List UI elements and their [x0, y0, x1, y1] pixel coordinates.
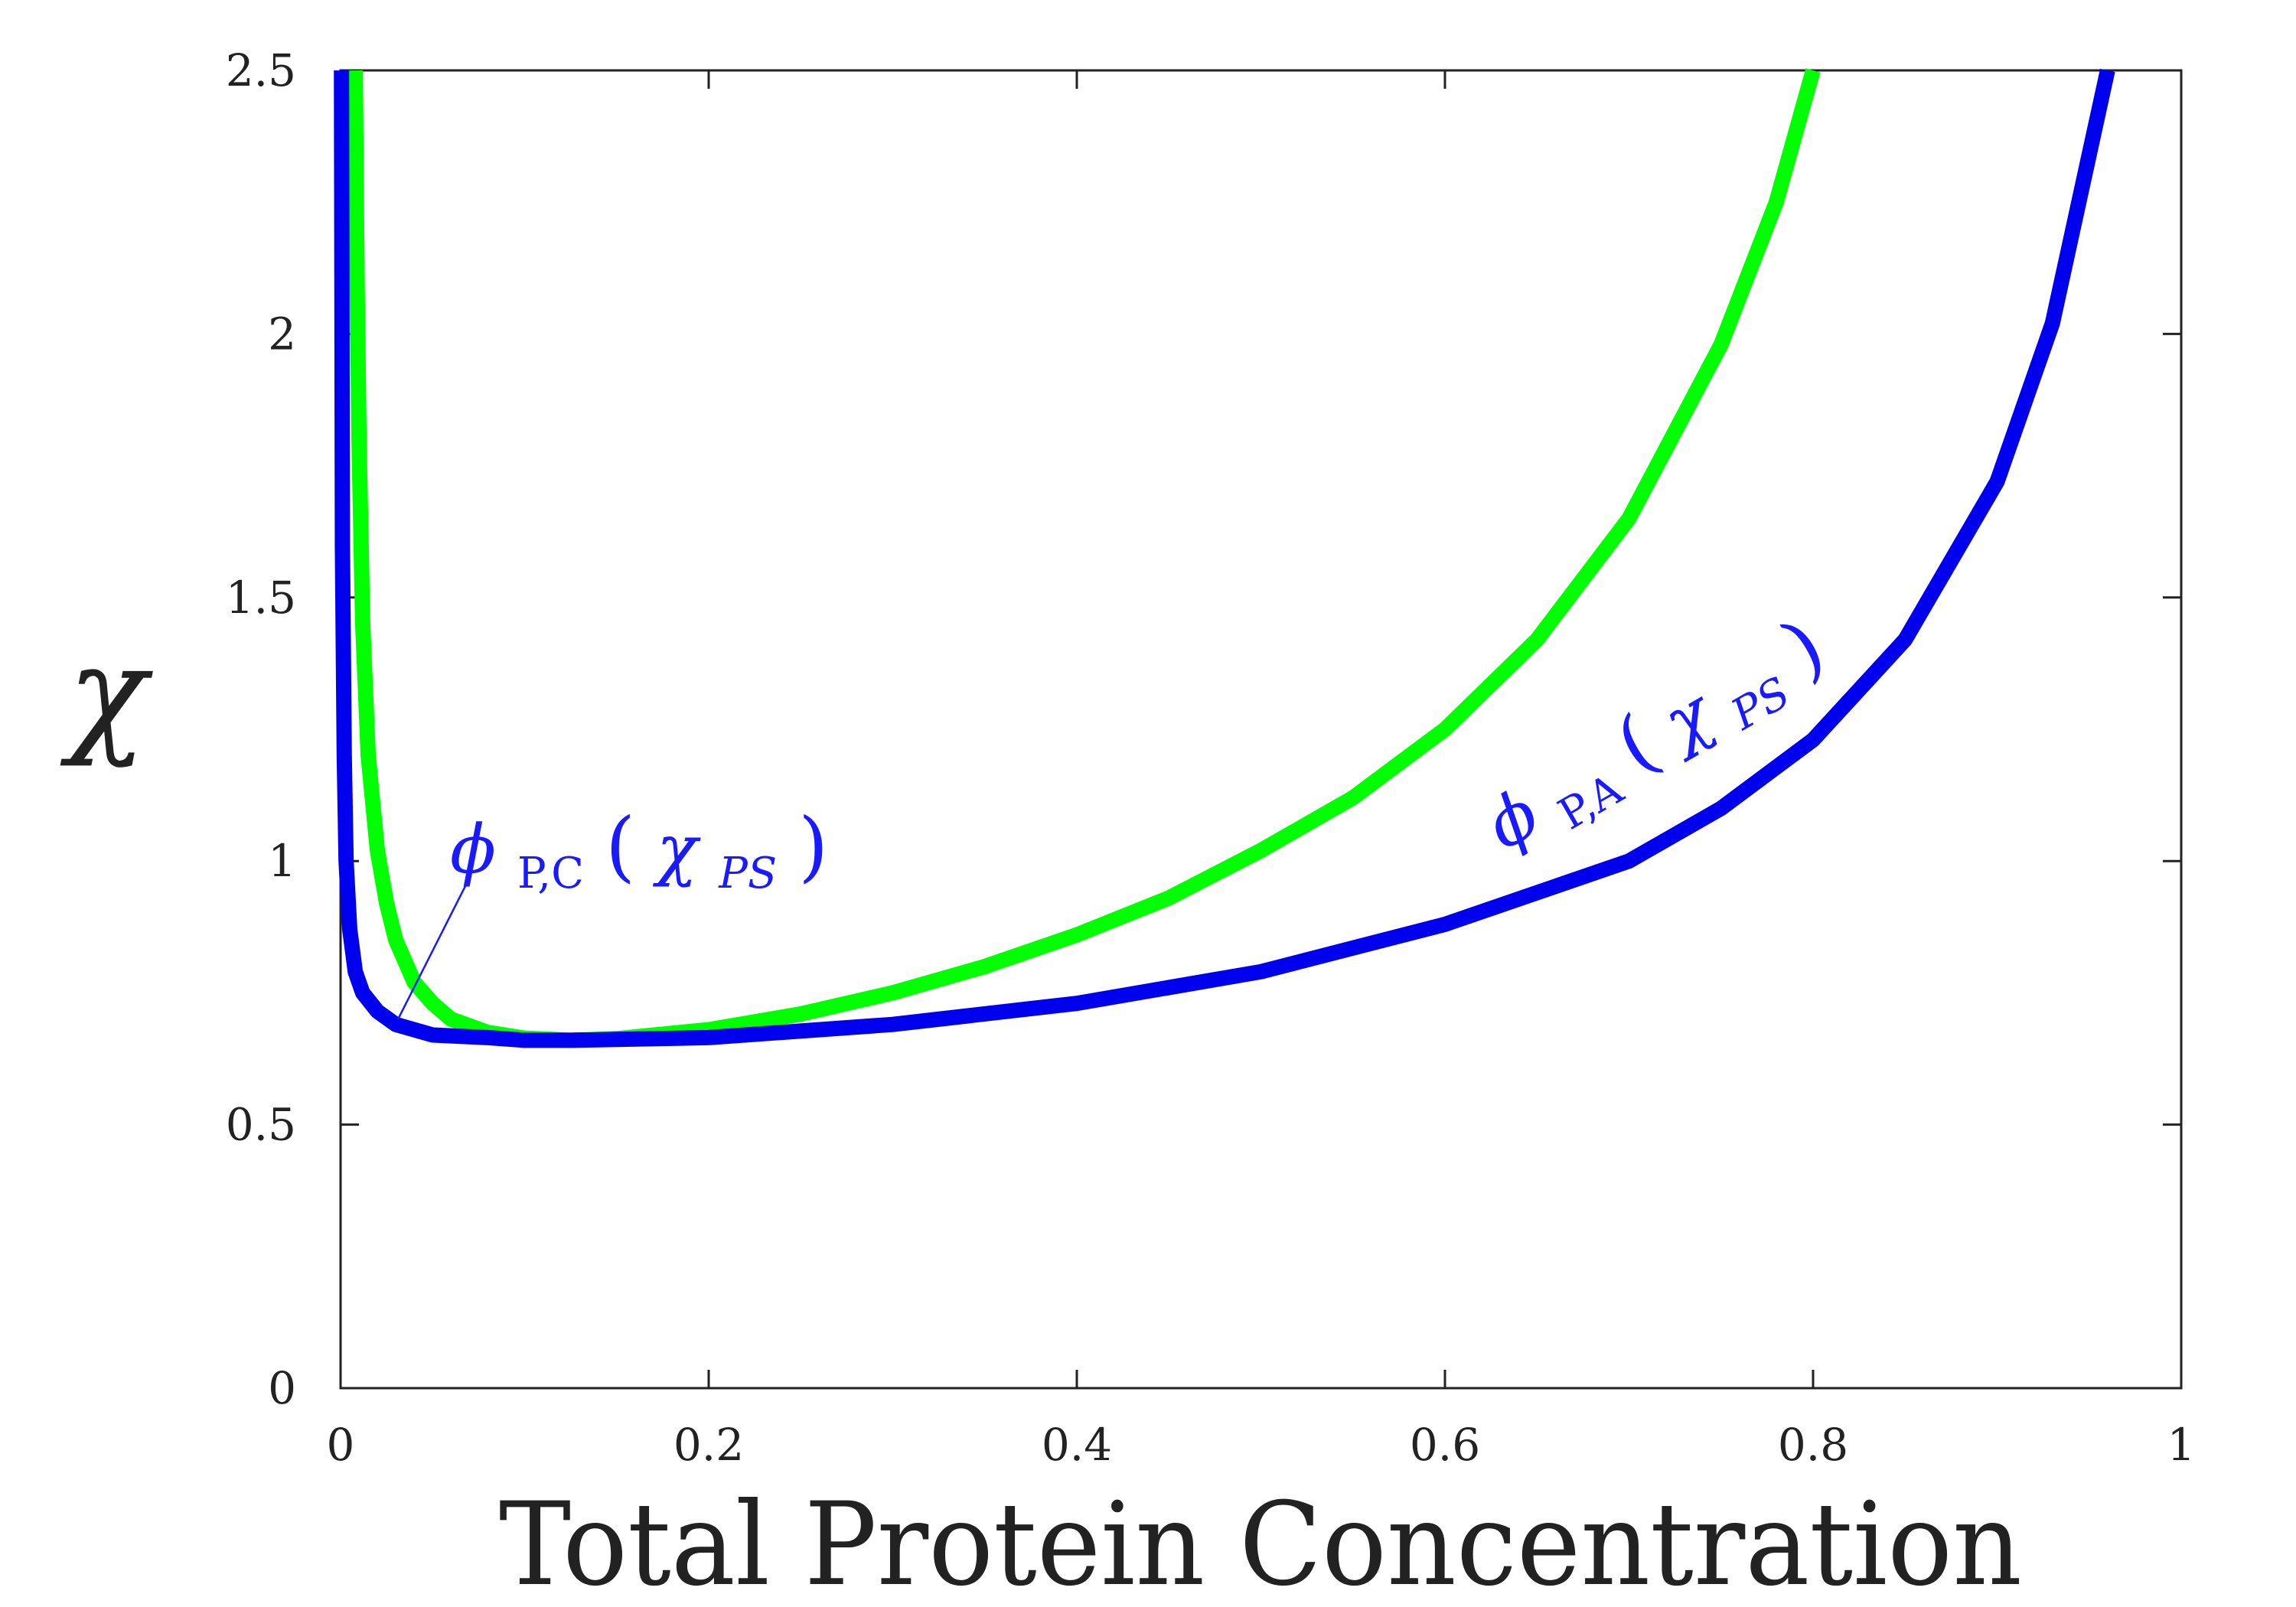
x-axis-title: Total Protein Concentration	[499, 1478, 2022, 1607]
x-axis-ticks: 0 0.2 0.4 0.6 0.8 1	[327, 70, 2196, 1471]
y-tick-label: 1.5	[226, 572, 296, 624]
annotation-phi-pc-chi-subscript: PS	[718, 849, 777, 898]
x-tick-label: 1	[2167, 1419, 2196, 1471]
annotation-phi-pc-subscript: P,C	[517, 849, 584, 898]
x-tick-label: 0.6	[1410, 1419, 1480, 1471]
x-tick-label: 0.2	[673, 1419, 744, 1471]
y-tick-label: 0.5	[226, 1099, 296, 1151]
series-lines	[334, 68, 2115, 1048]
annotation-phi-pc: ϕ P,C ( χ PS )	[450, 801, 828, 904]
x-tick-label: 0.8	[1778, 1419, 1848, 1471]
annotation-phi-pc-symbol: ϕ	[450, 810, 496, 888]
y-axis-title: χ	[60, 618, 153, 770]
series-line-1	[334, 68, 2115, 1048]
y-tick-label: 1	[268, 835, 296, 887]
annotation-phi-pc-close-paren: )	[798, 801, 828, 891]
x-tick-label: 0.4	[1042, 1419, 1112, 1471]
annotation-leader-line	[396, 879, 470, 1020]
y-tick-label: 2.5	[226, 44, 296, 96]
x-tick-label: 0	[327, 1419, 355, 1471]
y-tick-label: 0	[268, 1362, 296, 1414]
annotation-phi-pc-open-paren: (	[605, 801, 635, 891]
y-tick-label: 2	[268, 308, 296, 360]
annotation-phi-pc-chi: χ	[652, 810, 701, 888]
